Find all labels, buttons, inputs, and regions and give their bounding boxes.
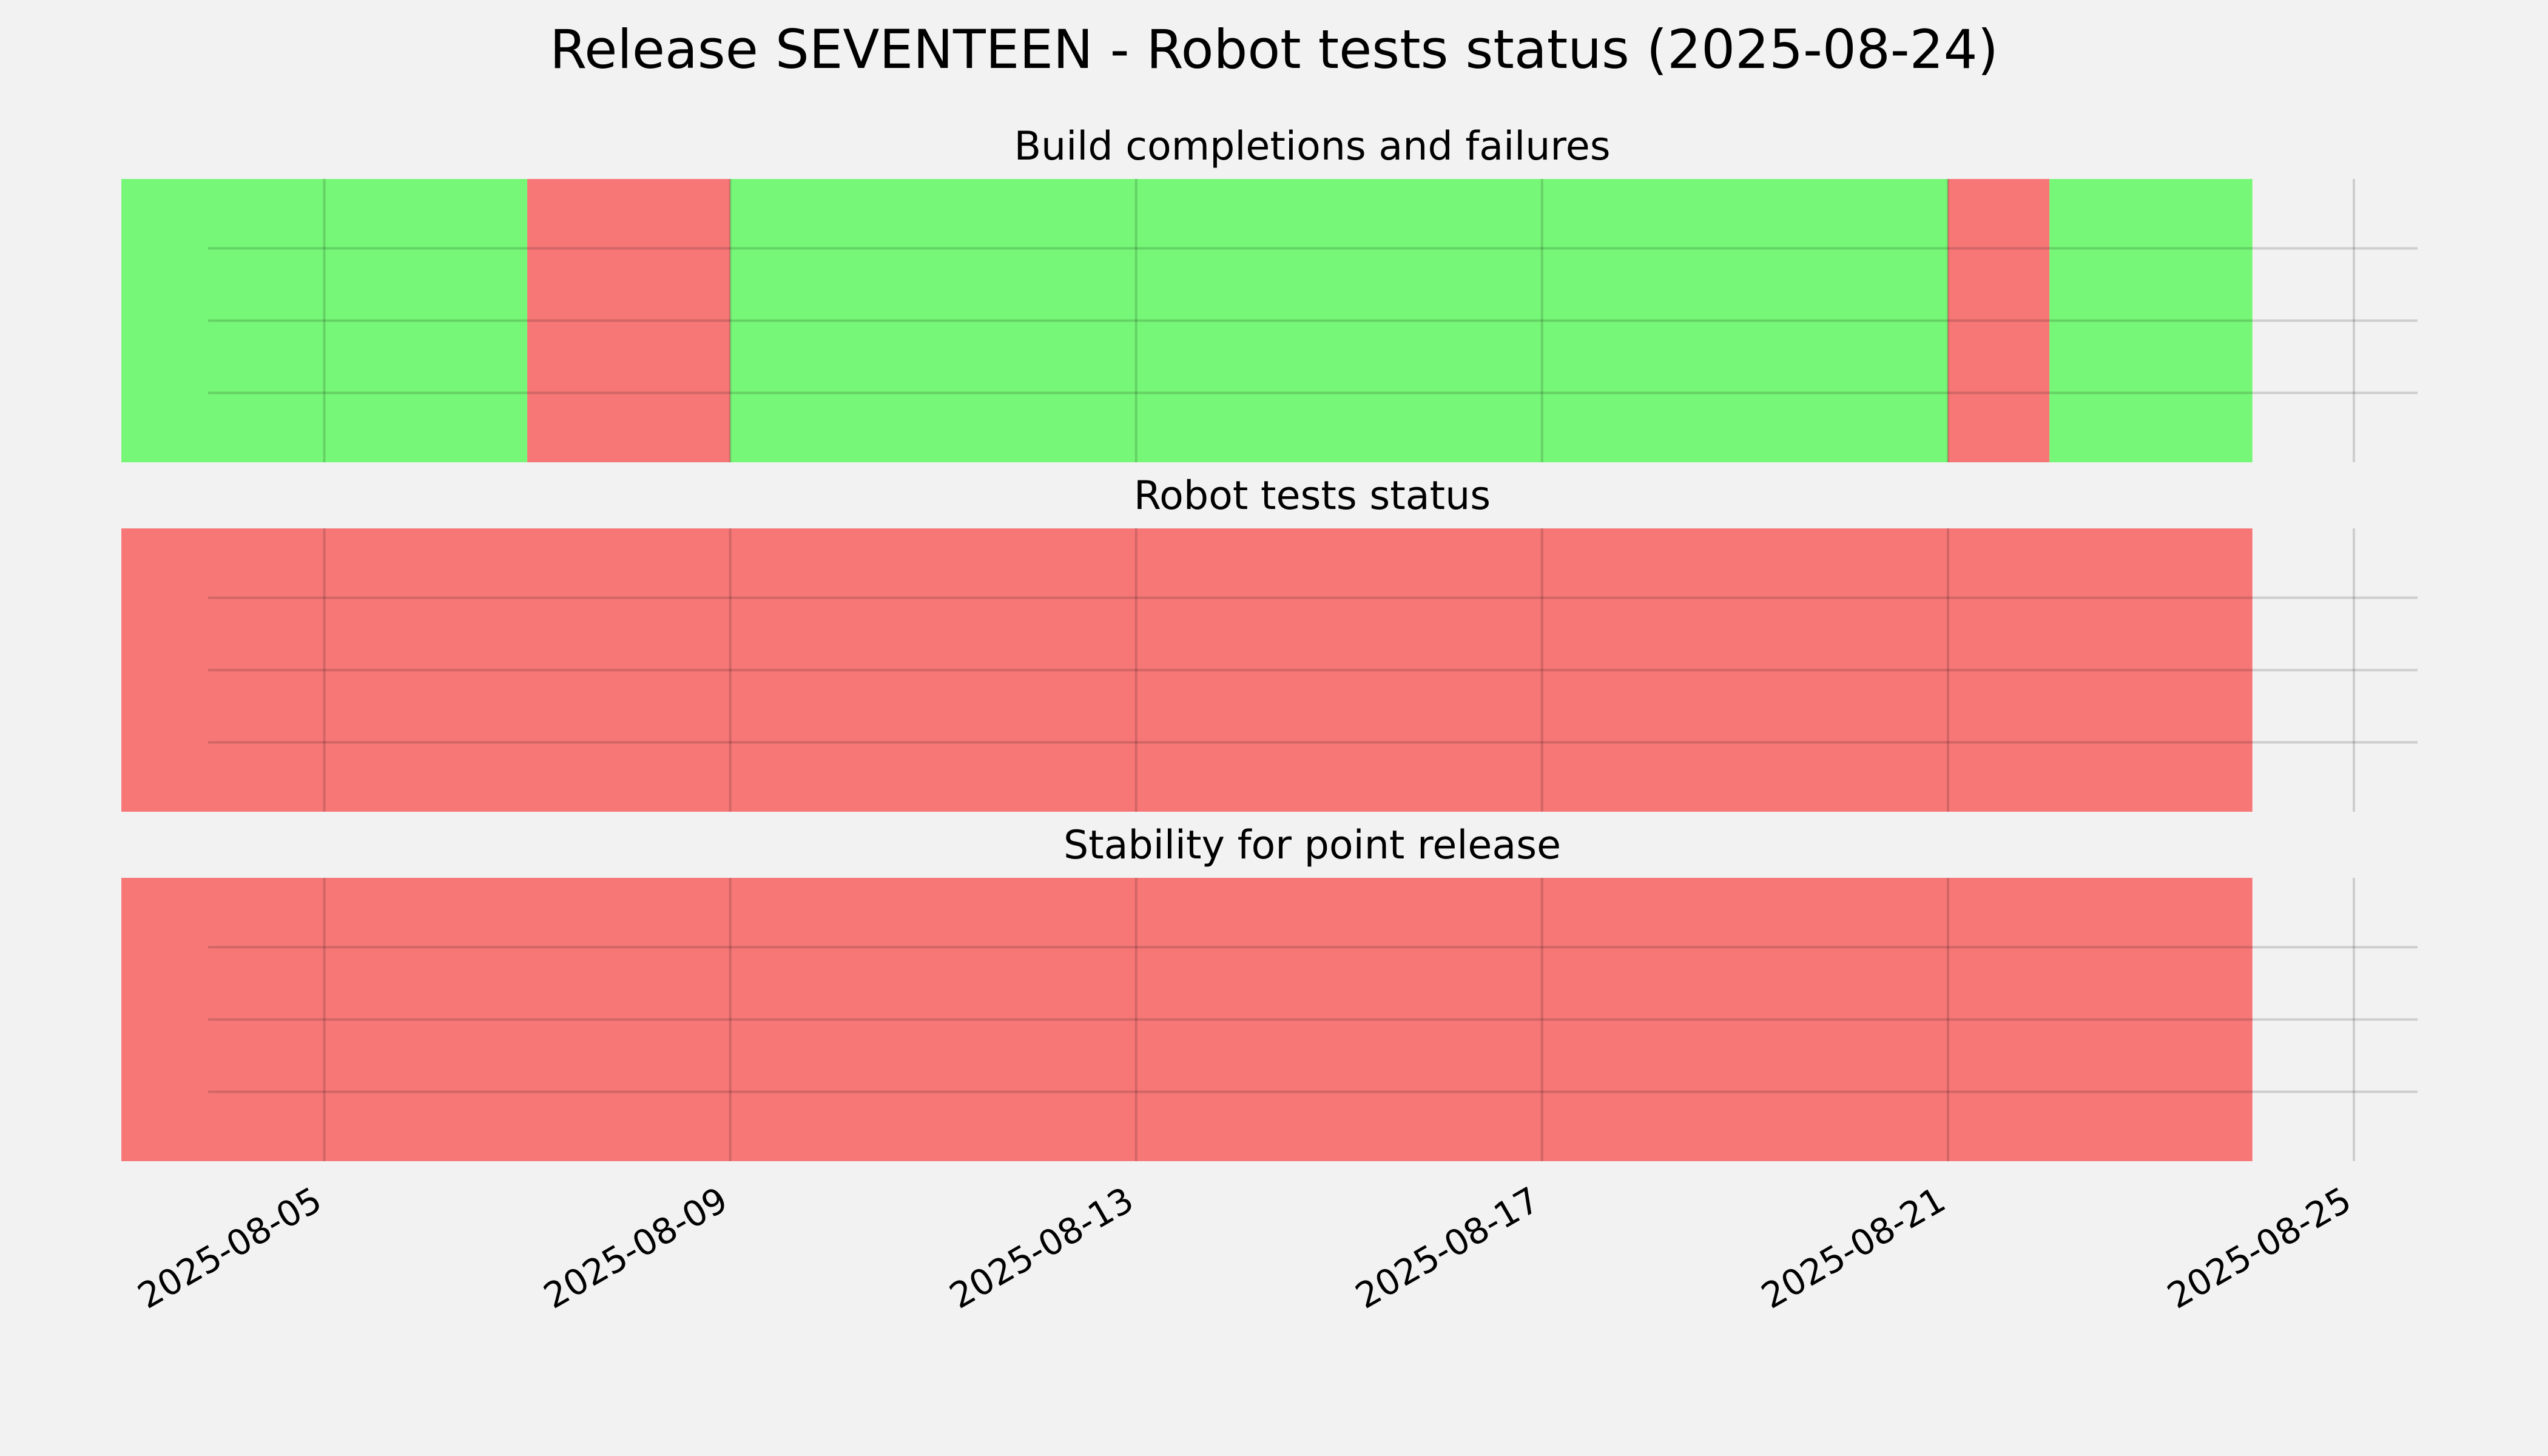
status-segment-fail — [121, 878, 2253, 1161]
panel-title: Robot tests status — [1134, 473, 1491, 519]
x-tick-label: 2025-08-25 — [2160, 1179, 2358, 1316]
panel-3: Stability for point release — [121, 823, 2418, 1161]
panels: Build completions and failures Robot test… — [121, 124, 2418, 1161]
panel-title: Stability for point release — [1063, 823, 1561, 868]
x-axis: 2025-08-05 2025-08-09 2025-08-13 2025-08-17… — [131, 1179, 2358, 1316]
status-segment-fail — [1947, 179, 2050, 462]
x-tick-label: 2025-08-17 — [1349, 1179, 1546, 1316]
x-tick-label: 2025-08-05 — [131, 1179, 329, 1316]
status-segment-pass — [2049, 179, 2253, 462]
panel-2: Robot tests status — [121, 473, 2418, 812]
status-segment-pass — [730, 179, 1948, 462]
x-tick-label: 2025-08-13 — [943, 1179, 1141, 1316]
x-tick-label: 2025-08-21 — [1754, 1179, 1952, 1316]
status-segment-pass — [121, 179, 528, 462]
panel-1: Build completions and failures — [121, 124, 2418, 462]
chart-title: Release SEVENTEEN - Robot tests status (… — [550, 18, 1998, 81]
panel-title: Build completions and failures — [1014, 124, 1610, 169]
status-segment-fail — [121, 528, 2253, 812]
status-segment-fail — [527, 179, 730, 462]
x-tick-label: 2025-08-09 — [537, 1179, 735, 1316]
